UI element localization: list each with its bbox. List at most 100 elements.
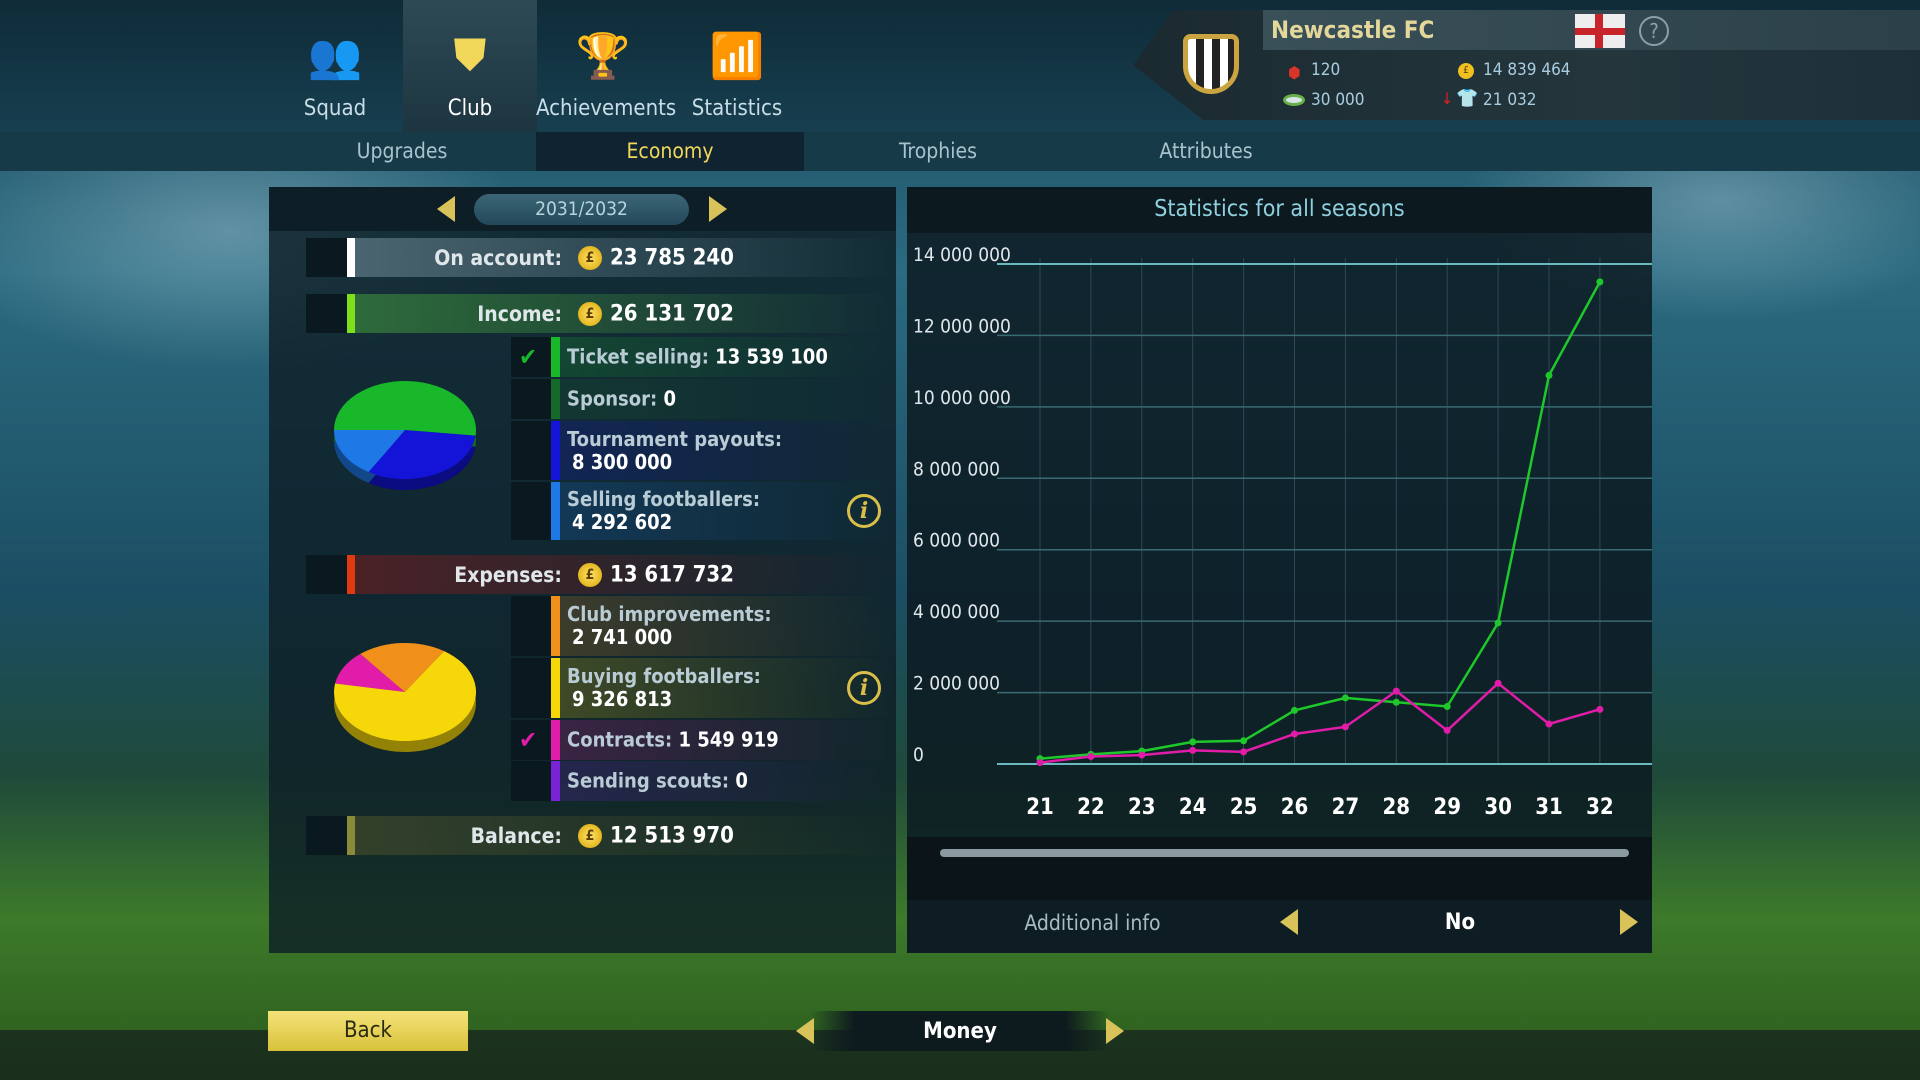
back-button[interactable]: Back: [268, 1011, 468, 1051]
balance-label: Balance:: [470, 823, 562, 848]
item-value: 2 741 000: [572, 625, 673, 649]
income-item: Sponsor: 0: [511, 379, 896, 419]
checkmark-icon: ✔: [519, 726, 538, 754]
pound-coin-icon: £: [578, 823, 602, 848]
additional-info-next-button[interactable]: [1620, 909, 1638, 935]
shirt-icon: 👕: [1456, 88, 1479, 109]
trophy-icon: 🏆: [575, 31, 631, 82]
income-item: ✔ Ticket selling: 13 539 100: [511, 337, 896, 377]
mode-prev-button[interactable]: [796, 1018, 814, 1044]
x-tick-label: 24: [1179, 795, 1207, 820]
tab-achievements[interactable]: 🏆 Achievements: [536, 0, 677, 132]
data-point: [1494, 619, 1502, 627]
data-point: [1392, 687, 1400, 695]
item-value: 8 300 000: [572, 449, 673, 474]
item-value: 1 549 919: [678, 727, 779, 752]
expenses-label: Expenses:: [454, 562, 562, 587]
additional-info-prev-button[interactable]: [1280, 909, 1298, 935]
data-point: [1443, 726, 1451, 734]
item-label: Sending scouts:: [567, 768, 730, 793]
item-value: 0: [735, 768, 748, 793]
income-item: Selling footballers: 4 292 602: [511, 482, 896, 540]
squad-icon: 👥: [307, 31, 363, 82]
club-name: Newcastle FC: [1271, 16, 1435, 44]
tab-label: Achievements: [536, 96, 677, 121]
subtab-economy[interactable]: Economy: [536, 132, 804, 171]
item-value: 0: [663, 386, 676, 411]
balance-row: Balance: £12 513 970: [306, 816, 896, 855]
y-tick-label: 10 000 000: [913, 387, 1011, 409]
expenses-item: Buying footballers: 9 326 813: [511, 658, 896, 718]
subtab-trophies[interactable]: Trophies: [898, 139, 977, 163]
sub-tab-bar: [0, 132, 1920, 171]
stadium-capacity-value: 30 000: [1311, 90, 1365, 110]
income-info-button[interactable]: i: [847, 494, 881, 528]
series-line-0: [1039, 281, 1601, 760]
on-account-row: On account: £23 785 240: [306, 238, 896, 277]
item-value: 13 539 100: [715, 344, 828, 369]
x-tick-label: 31: [1535, 795, 1563, 820]
x-tick-label: 21: [1026, 795, 1054, 820]
reputation-value: 120: [1311, 60, 1341, 80]
checkmark-icon: ✔: [519, 343, 538, 371]
expenses-info-button[interactable]: i: [847, 671, 881, 705]
data-point: [1087, 753, 1095, 760]
y-tick-label: 12 000 000: [913, 315, 1011, 337]
y-tick-label: 2 000 000: [913, 673, 1000, 695]
data-point: [1291, 730, 1298, 738]
data-point: [1240, 737, 1248, 745]
club-money-value: 14 839 464: [1483, 60, 1571, 80]
data-point: [1341, 694, 1349, 702]
data-point: [1189, 738, 1197, 746]
data-point: [1341, 723, 1349, 731]
income-value: 26 131 702: [610, 301, 734, 326]
income-pie: [334, 381, 476, 491]
season-selector: 2031/2032: [474, 194, 689, 225]
expenses-item: Club improvements: 2 741 000: [511, 596, 896, 656]
pie-slice: [335, 653, 405, 692]
data-point: [1138, 751, 1146, 759]
x-tick-label: 22: [1077, 795, 1105, 820]
subtab-attributes[interactable]: Attributes: [1159, 139, 1253, 163]
data-point: [1443, 703, 1451, 710]
help-button[interactable]: ?: [1639, 16, 1669, 46]
mode-next-button[interactable]: [1106, 1018, 1124, 1044]
fans-value: 21 032: [1483, 90, 1537, 110]
mode-selector: [810, 1011, 1110, 1051]
data-point: [1291, 706, 1298, 714]
tab-squad[interactable]: 👥 Squad: [268, 0, 402, 132]
tab-label: Statistics: [691, 96, 783, 121]
chart-scrollbar[interactable]: [940, 849, 1629, 857]
next-season-button[interactable]: [709, 196, 727, 222]
data-point: [1189, 746, 1197, 754]
tab-club[interactable]: ⛊ Club: [403, 0, 537, 132]
income-row: Income: £26 131 702: [306, 294, 896, 333]
money-coin-icon: £: [1458, 63, 1474, 79]
x-tick-label: 27: [1332, 795, 1360, 820]
income-item: Tournament payouts: 8 300 000: [511, 421, 896, 480]
shield-icon: ⛊: [453, 30, 487, 81]
tab-statistics[interactable]: 📶 Statistics: [670, 0, 804, 132]
series-line-1: [1039, 681, 1601, 764]
previous-season-button[interactable]: [437, 196, 455, 222]
y-tick-label: 8 000 000: [913, 458, 1000, 480]
on_account-value: 23 785 240: [610, 245, 734, 270]
trend-down-arrow-icon: ↓: [1441, 89, 1454, 108]
chart-title: Statistics for all seasons: [1154, 196, 1405, 222]
expenses-row: Expenses: £13 617 732: [306, 555, 896, 594]
item-label: Contracts:: [567, 727, 673, 752]
subtab-upgrades[interactable]: Upgrades: [356, 139, 448, 163]
item-label: Ticket selling:: [567, 344, 709, 369]
x-tick-label: 23: [1128, 795, 1156, 820]
y-tick-label: 4 000 000: [913, 601, 1000, 623]
tab-label: Squad: [303, 96, 367, 121]
data-point: [1240, 748, 1248, 756]
item-label: Selling footballers:: [567, 487, 761, 511]
pound-coin-icon: £: [578, 301, 602, 326]
item-value: 4 292 602: [572, 510, 673, 534]
england-flag-icon: [1575, 14, 1625, 48]
x-tick-label: 26: [1281, 795, 1309, 820]
item-label: Tournament payouts:: [567, 426, 783, 451]
